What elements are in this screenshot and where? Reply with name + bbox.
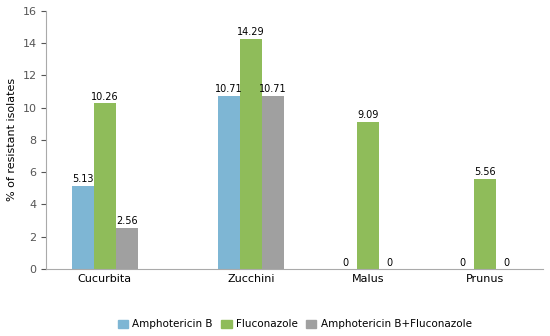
Text: 0: 0 [503, 258, 510, 268]
Bar [262, 96, 284, 269]
Text: 9.09: 9.09 [357, 110, 378, 120]
Bar [94, 103, 116, 269]
Text: 0: 0 [460, 258, 466, 268]
Bar [357, 122, 379, 269]
Text: 14.29: 14.29 [237, 27, 265, 37]
Text: 10.71: 10.71 [259, 84, 287, 94]
Legend: Amphotericin B, Fluconazole, Amphotericin B+Fluconazole: Amphotericin B, Fluconazole, Amphoterici… [114, 315, 476, 334]
Text: 0: 0 [387, 258, 393, 268]
Text: 10.71: 10.71 [215, 84, 243, 94]
Text: 5.56: 5.56 [474, 167, 496, 177]
Bar [240, 39, 262, 269]
Y-axis label: % of resistant isolates: % of resistant isolates [7, 78, 17, 202]
Text: 0: 0 [343, 258, 349, 268]
Text: 10.26: 10.26 [91, 91, 119, 101]
Bar [116, 227, 138, 269]
Bar [72, 186, 94, 269]
Text: 5.13: 5.13 [72, 174, 94, 184]
Text: 2.56: 2.56 [116, 216, 138, 225]
Bar [474, 179, 496, 269]
Bar [218, 96, 240, 269]
